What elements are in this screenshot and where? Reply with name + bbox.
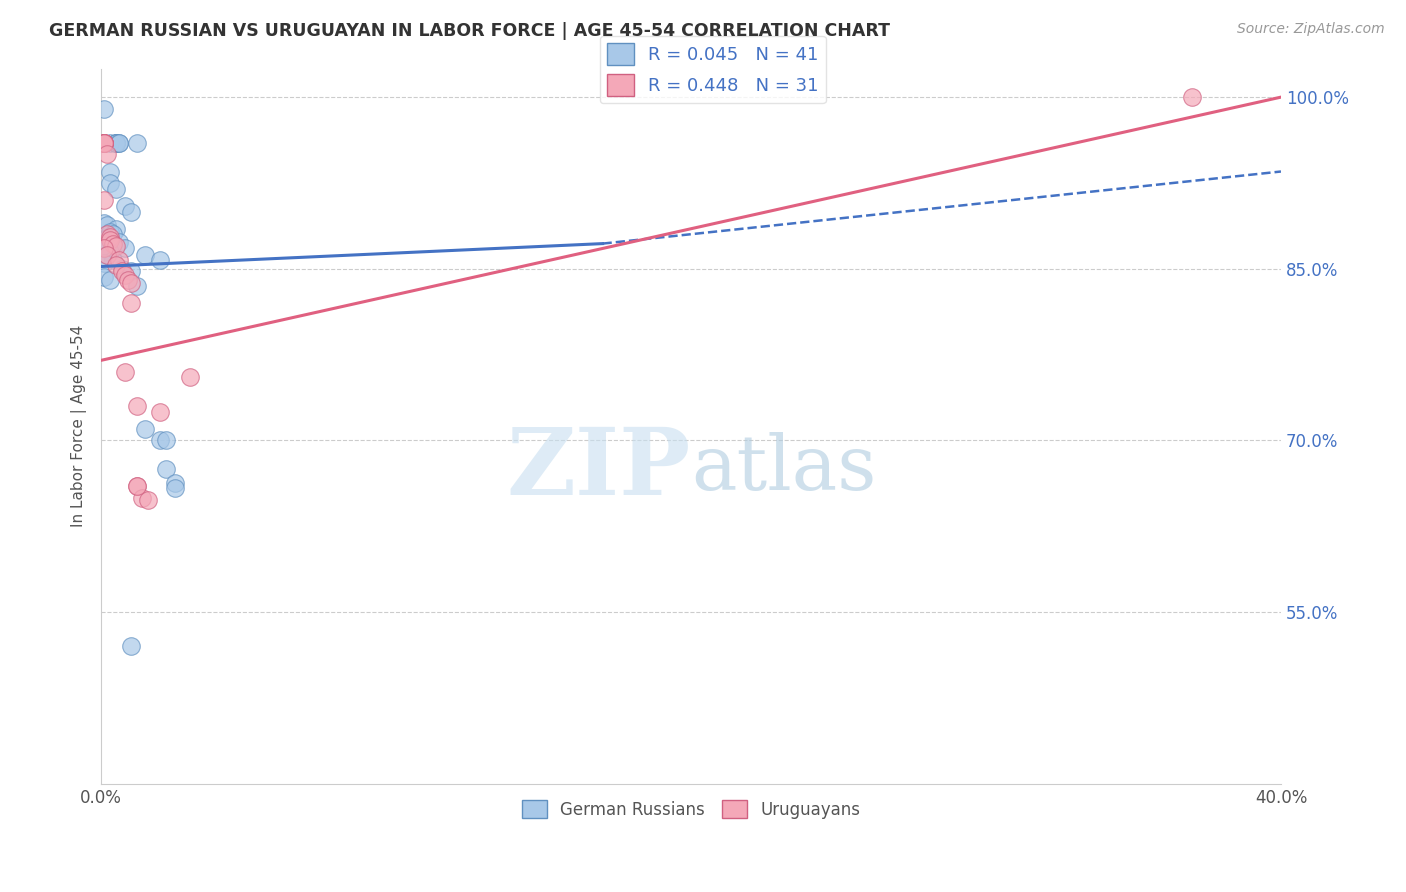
Point [96,219,118,233]
Point [104,258,127,272]
Legend: German Russians, Uruguayans: German Russians, Uruguayans [516,794,866,825]
Point [114,199,136,213]
Point [93,241,115,255]
Point [93,136,115,150]
Point [93,193,115,207]
Point [114,365,136,379]
Point [120,276,142,290]
Point [114,241,136,255]
Point [125,136,148,150]
Point [163,475,186,490]
Point [104,182,127,196]
Point [93,216,115,230]
Point [108,252,131,267]
Point [120,264,142,278]
Point [96,248,118,262]
Y-axis label: In Labor Force | Age 45-54: In Labor Force | Age 45-54 [72,325,87,527]
Point [120,204,142,219]
Point [136,492,159,507]
Point [155,462,177,476]
Point [96,147,118,161]
Point [104,136,127,150]
Point [104,136,127,150]
Point [111,264,134,278]
Point [101,252,124,267]
Point [108,136,131,150]
Point [114,268,136,282]
Point [134,422,156,436]
Point [111,261,134,276]
Point [104,239,127,253]
Point [98,225,121,239]
Point [93,136,115,150]
Point [104,136,127,150]
Point [120,640,142,654]
Point [125,479,148,493]
Point [134,248,156,262]
Point [108,235,131,250]
Point [98,176,121,190]
Point [125,479,148,493]
Point [98,136,121,150]
Text: atlas: atlas [690,432,876,506]
Point [93,239,115,253]
Point [155,434,177,448]
Point [93,241,115,255]
Point [149,405,172,419]
Point [93,136,115,150]
Point [98,273,121,287]
Point [93,136,115,150]
Point [125,399,148,413]
Point [93,136,115,150]
Point [98,233,121,247]
Point [163,482,186,496]
Text: ZIP: ZIP [506,424,690,514]
Point [120,296,142,310]
Text: GERMAN RUSSIAN VS URUGUAYAN IN LABOR FORCE | AGE 45-54 CORRELATION CHART: GERMAN RUSSIAN VS URUGUAYAN IN LABOR FOR… [49,22,890,40]
Point [96,227,118,242]
Point [179,370,201,384]
Point [117,273,139,287]
Point [149,252,172,267]
Point [1181,90,1204,104]
Point [98,229,121,244]
Point [101,227,124,242]
Point [93,269,115,284]
Text: Source: ZipAtlas.com: Source: ZipAtlas.com [1237,22,1385,37]
Point [101,236,124,251]
Point [96,231,118,245]
Point [131,491,153,505]
Point [125,279,148,293]
Point [149,434,172,448]
Point [96,248,118,262]
Point [98,164,121,178]
Point [93,136,115,150]
Point [104,221,127,235]
Point [108,136,131,150]
Point [98,244,121,259]
Point [93,102,115,116]
Point [93,256,115,270]
Point [104,136,127,150]
